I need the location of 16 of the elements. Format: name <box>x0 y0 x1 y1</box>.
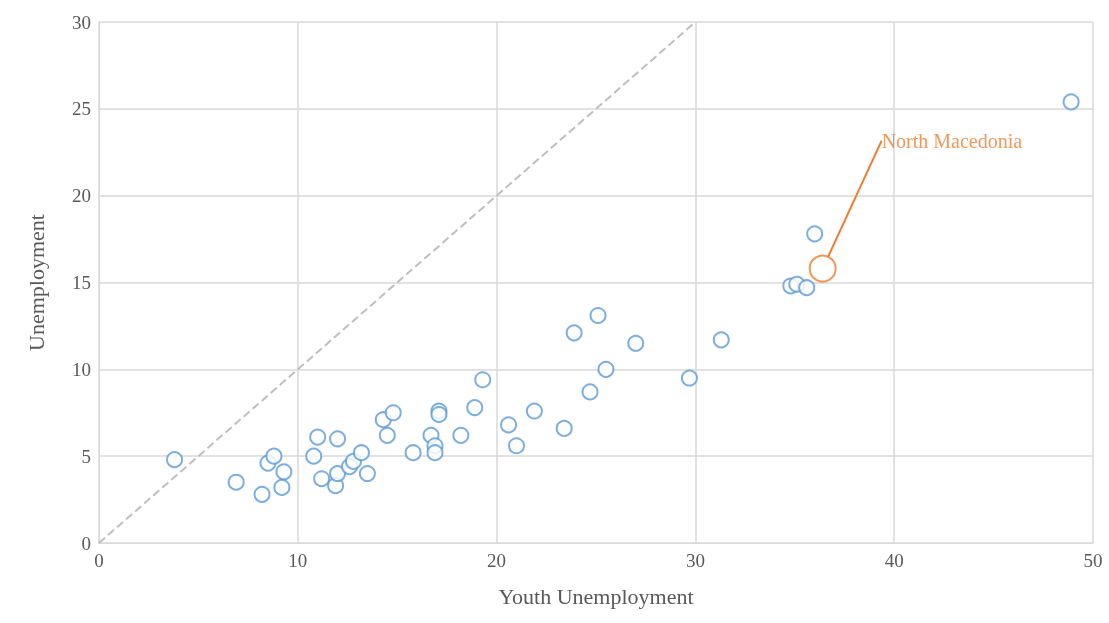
x-axis-title: Youth Unemployment <box>498 583 694 609</box>
y-tick-label: 25 <box>72 98 91 120</box>
y-tick-label: 15 <box>72 272 91 293</box>
x-tick-label: 0 <box>94 550 104 571</box>
x-tick-label: 10 <box>288 550 308 571</box>
y-tick-label: 5 <box>81 445 91 467</box>
x-tick-label: 20 <box>487 550 507 571</box>
x-tick-label: 40 <box>884 550 904 571</box>
x-tick-label: 50 <box>1083 550 1103 571</box>
y-tick-label: 10 <box>72 358 91 380</box>
x-tick-label: 30 <box>685 550 705 571</box>
y-tick-label: 0 <box>81 532 91 554</box>
y-tick-label: 20 <box>72 185 91 207</box>
text: North Macedonia <box>881 129 1023 152</box>
y-axis-title: Unemployment <box>23 214 49 351</box>
y-tick-label: 30 <box>72 11 91 33</box>
